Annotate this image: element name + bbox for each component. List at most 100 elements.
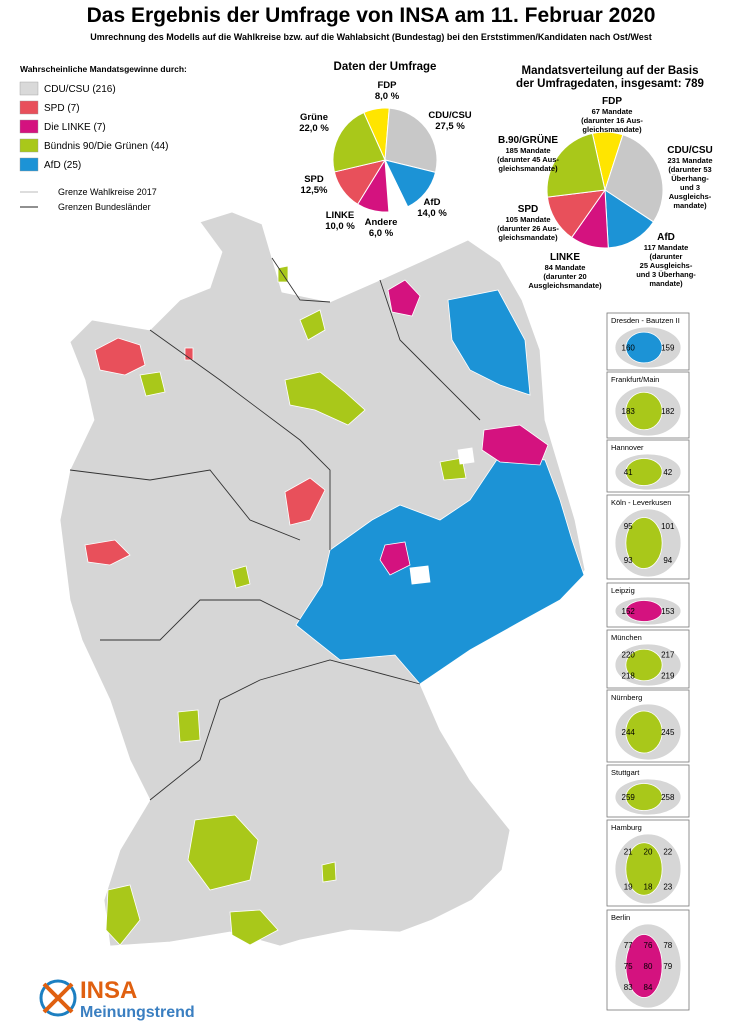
- district-number: 22: [663, 848, 672, 857]
- district-number: 244: [622, 728, 636, 737]
- slice-value: 27,5 %: [435, 121, 465, 132]
- district-number: 75: [624, 962, 633, 971]
- legend: Wahrscheinliche Mandatsgewinne durch:: [20, 64, 187, 74]
- inset-title: Leipzig: [611, 586, 635, 595]
- pie-slice: [384, 107, 438, 173]
- gruene-goettingen: [439, 457, 467, 481]
- district-number: 219: [661, 672, 675, 681]
- slice-detail: (darunter 26 Aus-: [497, 224, 559, 233]
- pie-slice: [604, 134, 664, 223]
- district-number: 21: [624, 848, 633, 857]
- gruene-muenchen: [321, 861, 337, 883]
- pie-title: der Umfragedaten, insgesamt: 789: [516, 78, 704, 90]
- slice-detail: gleichsmandate): [498, 233, 558, 242]
- white-leipzig: [409, 565, 431, 585]
- district-number: 101: [661, 522, 675, 531]
- inset-highlight: [625, 331, 663, 364]
- logo-circle: [39, 979, 77, 1017]
- legend-label: Grenze Wahlkreise 2017: [58, 187, 157, 197]
- germany-map: [59, 211, 586, 947]
- slice-detail: (darunter 53: [668, 165, 711, 174]
- linke-frankfurt-oder: [481, 424, 549, 466]
- slice-name: CDU/CSU: [428, 110, 471, 121]
- slice-name: SPD: [304, 174, 324, 185]
- district-number: 153: [661, 607, 675, 616]
- slice-value: 22,0 %: [299, 123, 329, 134]
- district-number: 78: [663, 941, 672, 950]
- subtitle: Umrechnung des Modells auf die Wahlkreis…: [90, 32, 651, 42]
- slice-detail: (darunter: [650, 252, 683, 261]
- slice-name: Grüne: [300, 112, 328, 123]
- inset-title: Dresden - Bautzen II: [611, 316, 680, 325]
- district-number: 77: [624, 941, 633, 950]
- inset-highlight: [625, 648, 663, 682]
- gruene-oldenburg: [139, 371, 166, 397]
- district-number: 42: [663, 468, 672, 477]
- inset-highlight: [625, 710, 663, 754]
- district-number: 94: [663, 556, 672, 565]
- gruene-hannover: [284, 371, 366, 426]
- title: Das Ergebnis der Umfrage von INSA am 11.…: [87, 4, 656, 27]
- gruene-frankfurt: [231, 565, 251, 589]
- district-number: 80: [644, 962, 653, 971]
- district-number: 95: [624, 522, 633, 531]
- state-border: [271, 257, 331, 303]
- pie-slice: [546, 132, 606, 198]
- slice-detail: (darunter 16 Aus-: [581, 116, 643, 125]
- legend-label: Bündnis 90/Die Grünen (44): [44, 141, 169, 152]
- slice-detail: 25 Ausgleichs-: [640, 261, 693, 270]
- slice-value: 6,0 %: [369, 228, 394, 239]
- district-number: 20: [644, 848, 653, 857]
- district-number: 83: [624, 983, 633, 992]
- inset-title: Stuttgart: [611, 768, 640, 777]
- pie-slice: [332, 111, 386, 173]
- district-number: 183: [622, 407, 636, 416]
- linke-erfurt: [379, 541, 411, 576]
- pie-title: Mandatsverteilung auf der Basis: [521, 65, 698, 77]
- district-number: 159: [661, 344, 675, 353]
- gruene-freiburg: [105, 884, 141, 946]
- inset-highlight: [625, 517, 663, 569]
- afd-northeast: [447, 289, 531, 396]
- slice-name: FDP: [378, 80, 398, 91]
- slice-detail: mandate): [649, 279, 683, 288]
- pie-title: Daten der Umfrage: [334, 61, 437, 73]
- slice-name: AfD: [657, 232, 675, 243]
- spd-bremerhaven: [184, 347, 194, 361]
- legend-swatch: [19, 81, 39, 96]
- legend-label: Die LINKE (7): [44, 122, 106, 133]
- state-border: [69, 469, 301, 541]
- inset-highlight: [625, 458, 663, 486]
- legend-label: Grenzen Bundesländer: [58, 202, 151, 212]
- slice-name: LINKE: [550, 252, 580, 263]
- slice-name: Andere: [365, 217, 398, 228]
- gruene-konstanz: [229, 909, 279, 946]
- slice-value: 231 Mandate: [667, 156, 712, 165]
- district-number: 79: [663, 962, 672, 971]
- logo-cross: [42, 982, 74, 1014]
- district-number: 217: [661, 651, 675, 660]
- gruene-hamburg: [299, 309, 326, 341]
- inset-highlight: [625, 934, 663, 998]
- district-number: 218: [622, 672, 636, 681]
- gruene-stuttgart: [187, 814, 259, 891]
- logo: INSA Meinungstrend: [39, 977, 195, 1021]
- district-number: 258: [661, 793, 675, 802]
- slice-name: SPD: [518, 204, 539, 215]
- spd-kassel: [284, 477, 326, 526]
- state-border: [149, 329, 331, 550]
- legend-title: Wahrscheinliche Mandatsgewinne durch:: [20, 64, 187, 74]
- slice-name: CDU/CSU: [667, 145, 713, 156]
- legend-swatch: [19, 119, 39, 134]
- district-number: 19: [624, 883, 633, 892]
- district-number: 220: [622, 651, 636, 660]
- district-number: 18: [644, 883, 653, 892]
- slice-value: 185 Mandate: [505, 146, 550, 155]
- district-number: 152: [622, 607, 636, 616]
- inset-title: Hannover: [611, 443, 644, 452]
- slice-detail: Ausgleichsmandate): [528, 281, 602, 290]
- legend-swatch: [19, 100, 39, 115]
- slice-detail: (darunter 20: [543, 272, 586, 281]
